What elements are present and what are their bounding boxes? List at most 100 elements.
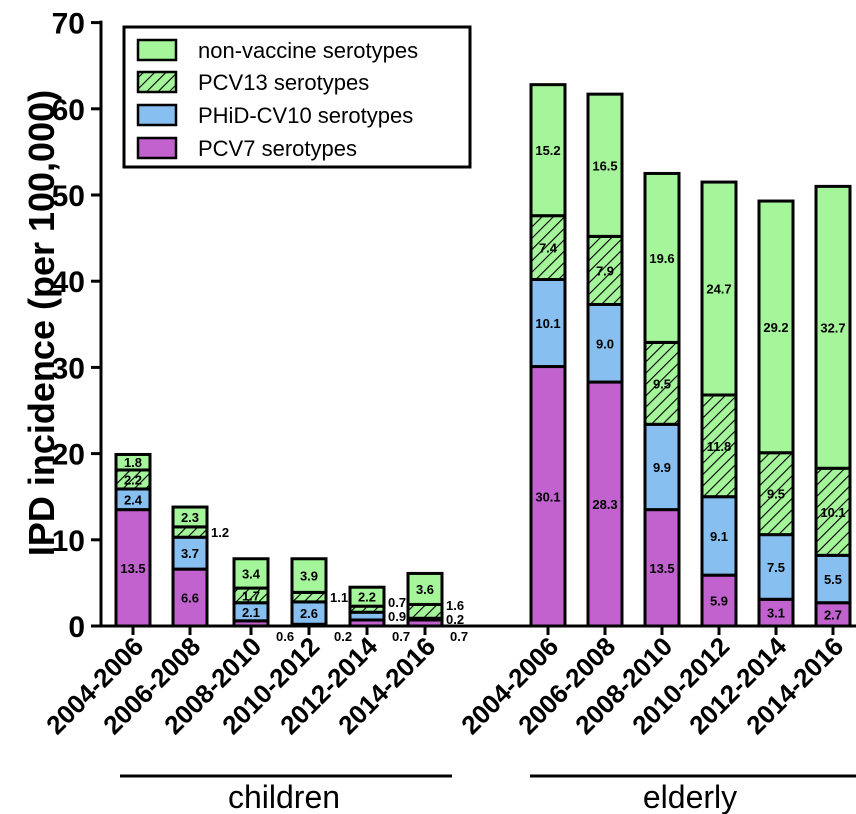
data-label: 9.1 [710,529,728,544]
data-label: 30.1 [535,489,560,504]
data-label: 0.6 [276,629,294,644]
legend-box [122,25,472,169]
bar-segment-phid-cv10-serotypes [757,533,795,601]
data-label: 1.6 [446,598,464,613]
legend-swatch [136,103,178,127]
data-label: 32.7 [820,320,845,335]
bar-stack [643,171,681,628]
legend-swatch [136,38,178,62]
bar-stack [406,571,444,628]
data-label: 1.1 [330,590,348,605]
bar-stack [700,180,738,628]
bar-segment-non-vaccine-serotypes [529,83,567,218]
data-label: 0.7 [392,629,410,644]
bar-stack [348,585,386,628]
bar-segment-non-vaccine-serotypes [586,92,624,238]
bar-segment-non-vaccine-serotypes [232,557,270,590]
y-tick-label: 50 [52,180,85,213]
legend-entry: non-vaccine serotypes [198,38,418,63]
y-tick-label: 70 [52,8,85,41]
bar-segment-pcv7-serotypes [700,573,738,628]
data-label: 2.2 [124,472,142,487]
legend-entry: PCV7 serotypes [198,136,357,161]
data-label: 19.6 [649,251,674,266]
legend-entry: PCV13 serotypes [198,70,369,95]
data-label: 5.9 [710,594,728,609]
bar-segment-non-vaccine-serotypes [171,505,209,529]
data-label: 3.4 [242,566,261,581]
bar-segment-pcv13-serotypes [171,525,209,539]
bars-layer [114,83,852,628]
y-tick-label: 60 [52,94,85,127]
data-label: 7.5 [767,560,785,575]
bar-segment-non-vaccine-serotypes [114,452,152,472]
bar-segment-non-vaccine-serotypes [814,184,852,470]
bar-segment-pcv13-serotypes [406,602,444,620]
bar-segment-non-vaccine-serotypes [348,585,386,608]
group-label-elderly: elderly [643,779,737,814]
data-label: 3.6 [416,582,434,597]
bar-segment-non-vaccine-serotypes [290,557,328,594]
data-label: 1.7 [242,588,260,603]
data-label: 10.1 [820,505,845,520]
data-label: 2.1 [242,605,260,620]
legend-entry: PHiD-CV10 serotypes [198,103,413,128]
data-label: 10.1 [535,316,560,331]
data-label: 2.4 [124,492,143,507]
data-label: 28.3 [592,497,617,512]
bar-segment-non-vaccine-serotypes [700,180,738,397]
bar-segment-non-vaccine-serotypes [757,199,795,455]
data-label: 29.2 [763,320,788,335]
data-label: 16.5 [592,158,617,173]
bar-stack [232,557,270,628]
data-label: 6.6 [181,591,199,606]
data-label: 13.5 [120,561,145,576]
bar-segment-phid-cv10-serotypes [529,277,567,369]
data-label: 1.2 [211,525,229,540]
legend-swatch [136,70,178,94]
data-label: 0.2 [334,629,352,644]
y-tick-label: 10 [52,525,85,558]
bar-segment-non-vaccine-serotypes [406,571,444,606]
data-label: 3.7 [181,546,199,561]
data-label: 2.6 [300,606,318,621]
data-label: 9.9 [653,460,671,475]
data-label: 7.4 [539,241,558,256]
data-label: 24.7 [706,282,731,297]
bar-segment-pcv13-serotypes [529,214,567,281]
y-tick-label: 40 [52,266,85,299]
data-label: 0.7 [450,629,468,644]
bar-stack [586,92,624,628]
data-label: 2.3 [181,510,199,525]
y-tick-label: 0 [68,611,85,644]
bar-stack [529,83,567,628]
y-tick-label: 30 [52,352,85,385]
data-label: 2.2 [358,590,376,605]
data-labels-layer: 13.5 2.4 2.2 1.8 6.6 3.7 1.2 2.3 0.6 2.1 1.7 3.4 0.2… [120,143,845,644]
data-label: 13.5 [649,561,674,576]
bar-segment-pcv13-serotypes [814,466,852,557]
data-label: 2.7 [824,607,842,622]
bar-stack [757,199,795,628]
group-label-children: children [228,779,340,814]
data-label: 15.2 [535,143,560,158]
data-label: 7.9 [596,263,614,278]
data-label: 3.9 [300,569,318,584]
legend: non-vaccine serotypes PCV13 serotypes PHiD… [122,25,472,169]
data-label: 0.7 [388,595,406,610]
data-label: 0.2 [446,612,464,627]
y-tick-label: 20 [52,439,85,472]
data-label: 9.0 [596,336,614,351]
bar-segment-pcv7-serotypes [586,380,624,628]
data-label: 5.5 [824,572,842,587]
legend-swatch [136,136,178,160]
bar-stack [814,184,852,628]
data-label: 3.1 [767,606,785,621]
data-label: 9.5 [653,376,671,391]
data-label: 1.8 [124,455,142,470]
bar-segment-non-vaccine-serotypes [643,171,681,344]
data-label: 0.9 [388,609,406,624]
data-label: 11.8 [707,439,732,454]
bar-segment-pcv13-serotypes [757,451,795,537]
